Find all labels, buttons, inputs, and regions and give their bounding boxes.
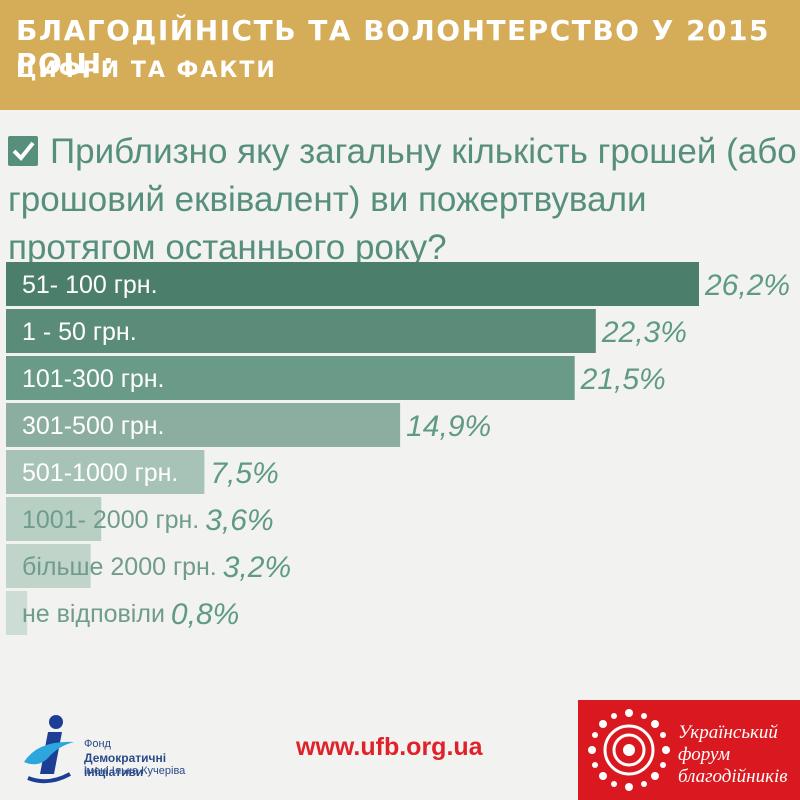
value-label-4: 7,5% — [210, 457, 278, 490]
value-label-1: 22,3% — [601, 316, 687, 349]
bar-label-3: 301-500 грн. — [22, 412, 164, 440]
value-label-2: 21,5% — [580, 363, 666, 396]
bar-label-2: 101-300 грн. — [22, 365, 164, 393]
dif-logo-line1: Фонд — [84, 738, 111, 750]
bar-label-5: 1001- 2000 грн. — [22, 506, 199, 534]
dif-logo-icon — [24, 715, 74, 784]
bar-5 — [6, 497, 102, 541]
value-label-3: 14,9% — [406, 410, 491, 443]
question-text: Приблизно яку загальну кількість грошей … — [8, 132, 797, 267]
ufb-logo-line2: форум — [678, 744, 731, 765]
bar-label-0: 51- 100 грн. — [22, 271, 158, 299]
website-link[interactable]: www.ufb.org.ua — [296, 733, 483, 761]
value-label-0: 26,2% — [704, 269, 790, 302]
bar-label-6: більше 2000 грн. — [22, 553, 217, 581]
bar-7 — [6, 591, 28, 635]
dif-logo: Фонд Демократичні ініціативи імені Ілька… — [18, 712, 228, 792]
page-subtitle: ЦИФРИ ТА ФАКТИ — [16, 58, 277, 83]
bar-2 — [6, 356, 575, 400]
ufb-sun-logo-icon — [588, 709, 670, 791]
question: Приблизно яку загальну кількість грошей … — [8, 128, 798, 272]
header-banner: БЛАГОДІЙНІСТЬ ТА ВОЛОНТЕРСТВО У 2015 РОЦ… — [0, 0, 800, 110]
bar-label-1: 1 - 50 грн. — [22, 318, 137, 346]
bar-0 — [6, 262, 699, 306]
bar-label-7: не відповіли — [22, 600, 165, 628]
value-label-5: 3,6% — [205, 504, 273, 537]
bar-3 — [6, 403, 401, 447]
dif-logo-line2: Демократичні ініціативи — [84, 751, 167, 779]
ufb-logo: Український форум благодійників — [578, 700, 800, 800]
bar-6 — [6, 544, 91, 588]
bar-label-4: 501-1000 грн. — [22, 459, 178, 487]
value-label-7: 0,8% — [171, 598, 239, 631]
page-title: БЛАГОДІЙНІСТЬ ТА ВОЛОНТЕРСТВО У 2015 РОЦ… — [16, 14, 770, 80]
ufb-logo-line3: благодійників — [678, 766, 788, 787]
bar-4 — [6, 450, 205, 494]
value-label-6: 3,2% — [223, 551, 291, 584]
checkbox-icon — [8, 136, 38, 166]
ufb-logo-line1: Український — [678, 722, 778, 743]
bar-1 — [6, 309, 596, 353]
dif-logo-line3: імені Ілька Кучеріва — [84, 765, 186, 777]
